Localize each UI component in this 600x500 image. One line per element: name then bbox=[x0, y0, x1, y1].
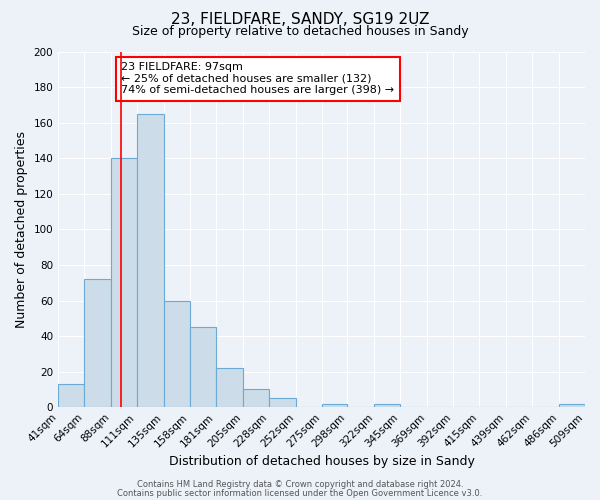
Text: 23 FIELDFARE: 97sqm
← 25% of detached houses are smaller (132)
74% of semi-detac: 23 FIELDFARE: 97sqm ← 25% of detached ho… bbox=[121, 62, 395, 96]
Bar bbox=[84, 279, 111, 407]
Bar bbox=[190, 327, 216, 407]
Y-axis label: Number of detached properties: Number of detached properties bbox=[15, 131, 28, 328]
Bar bbox=[559, 404, 585, 407]
Bar bbox=[243, 390, 269, 407]
Text: Contains HM Land Registry data © Crown copyright and database right 2024.: Contains HM Land Registry data © Crown c… bbox=[137, 480, 463, 489]
Bar bbox=[137, 114, 164, 407]
Bar bbox=[269, 398, 296, 407]
Bar bbox=[322, 404, 347, 407]
Bar bbox=[374, 404, 400, 407]
Bar bbox=[216, 368, 243, 407]
Text: 23, FIELDFARE, SANDY, SG19 2UZ: 23, FIELDFARE, SANDY, SG19 2UZ bbox=[171, 12, 429, 28]
Bar bbox=[111, 158, 137, 407]
Bar bbox=[164, 300, 190, 407]
Text: Contains public sector information licensed under the Open Government Licence v3: Contains public sector information licen… bbox=[118, 488, 482, 498]
Text: Size of property relative to detached houses in Sandy: Size of property relative to detached ho… bbox=[131, 25, 469, 38]
Bar bbox=[58, 384, 84, 407]
X-axis label: Distribution of detached houses by size in Sandy: Distribution of detached houses by size … bbox=[169, 454, 475, 468]
